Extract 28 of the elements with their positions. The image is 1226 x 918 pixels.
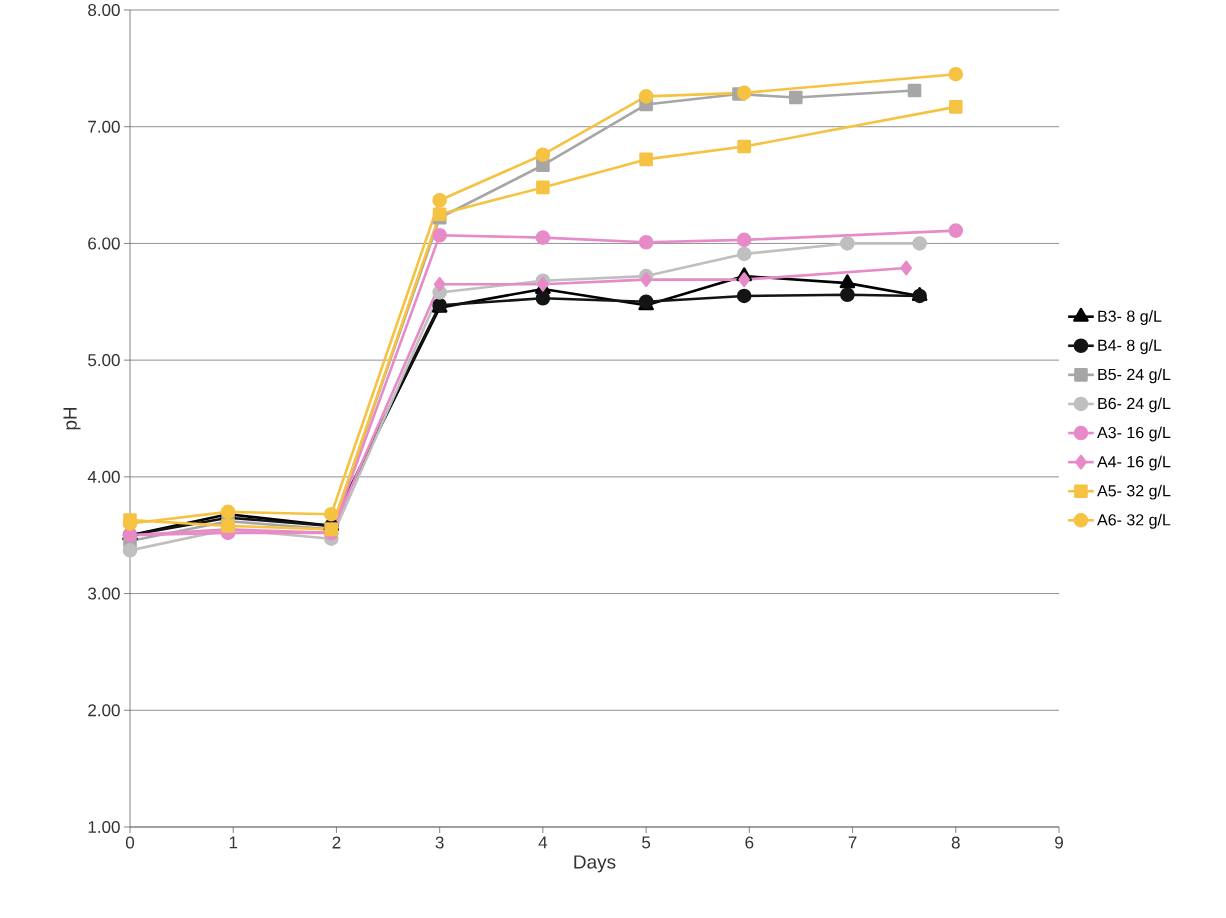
x-axis-title: Days xyxy=(574,855,616,873)
legend-label: A5- 32 g/L xyxy=(1097,484,1171,500)
legend-label: B3- 8 g/L xyxy=(1098,310,1162,326)
legend-label: A3- 16 g/L xyxy=(1097,426,1171,442)
legend-label: B4- 8 g/L xyxy=(1098,339,1162,355)
legend-label: B6- 24 g/L xyxy=(1098,397,1171,413)
x-tick-label: 6 xyxy=(745,836,754,849)
x-tick-label: 3 xyxy=(435,836,444,849)
y-tick-label: 5.00 xyxy=(88,354,120,367)
y-tick-label: 1.00 xyxy=(88,820,120,834)
x-tick-label: 8 xyxy=(951,836,960,849)
y-axis-title: pH xyxy=(63,407,81,430)
x-tick-label: 4 xyxy=(538,836,548,849)
y-tick-label: 3.00 xyxy=(88,587,120,600)
y-tick-label: 8.00 xyxy=(88,3,120,17)
x-tick-label: 7 xyxy=(848,836,857,849)
legend-label: B5- 24 g/L xyxy=(1098,368,1171,384)
y-tick-label: 4.00 xyxy=(87,470,120,483)
x-tick-label: 1 xyxy=(229,836,238,849)
x-tick-label: 9 xyxy=(1055,836,1063,849)
y-tick-label: 7.00 xyxy=(88,120,120,133)
y-tick-label: 6.00 xyxy=(88,237,120,250)
x-tick-label: 0 xyxy=(125,836,135,849)
legend-label: A4- 16 g/L xyxy=(1097,455,1171,471)
x-tick-label: 2 xyxy=(332,836,341,849)
x-tick-label: 5 xyxy=(642,836,651,849)
legend-label: A6- 32 g/L xyxy=(1097,513,1171,529)
y-tick-label: 2.00 xyxy=(88,704,120,717)
